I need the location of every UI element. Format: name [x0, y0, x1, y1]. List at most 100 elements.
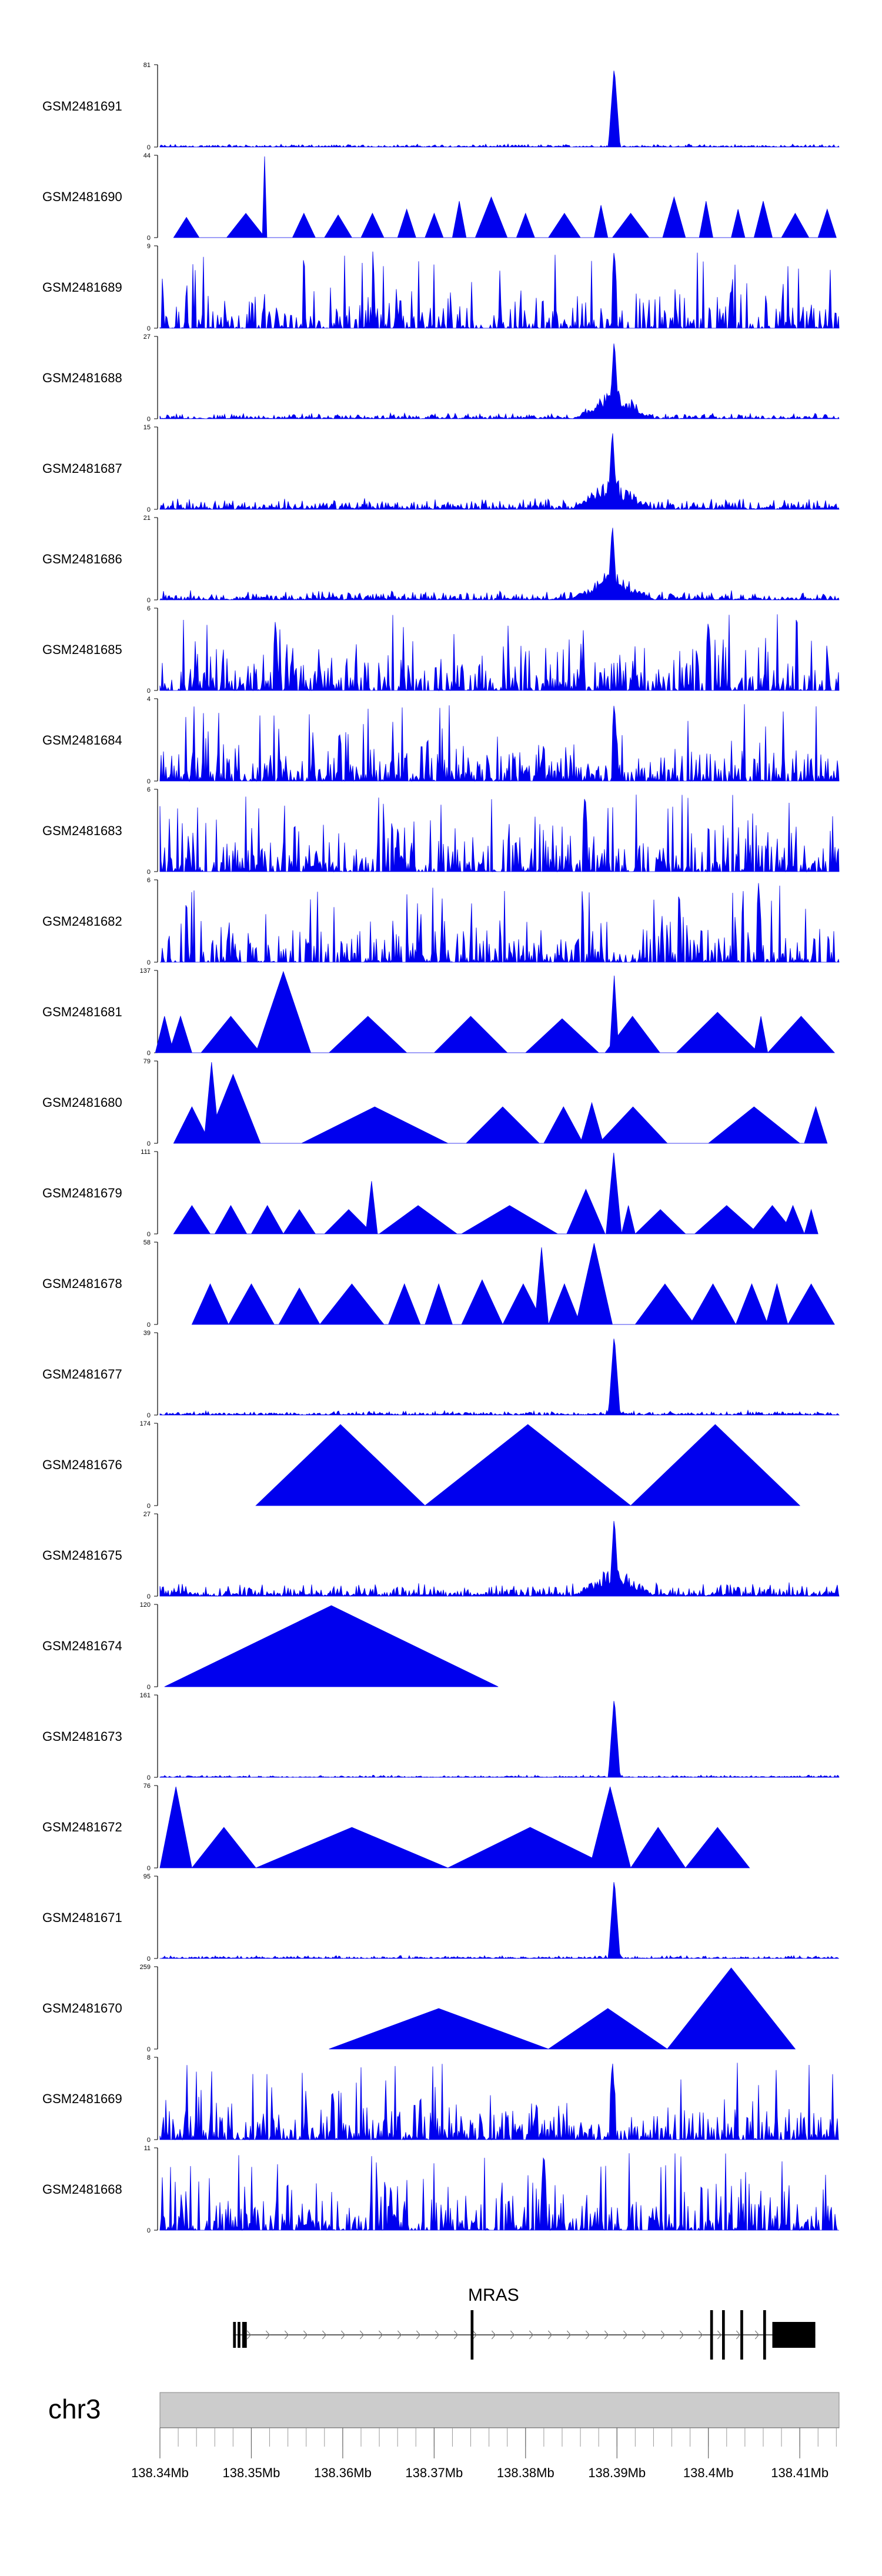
track-label: GSM2481668 — [42, 2182, 122, 2197]
strand-arrow — [397, 2330, 402, 2340]
track-ymin-label: 0 — [147, 1050, 151, 1057]
coverage-area — [159, 251, 840, 329]
track-GSM2481687: GSM2481687 15 0 — [42, 424, 840, 513]
track-label: GSM2481684 — [42, 733, 122, 748]
track-label: GSM2481681 — [42, 1005, 122, 1019]
track-ymin-label: 0 — [147, 1865, 151, 1872]
track-GSM2481672: GSM2481672 76 0 — [42, 1783, 750, 1872]
track-label: GSM2481685 — [42, 642, 122, 657]
track-ymax-label: 6 — [147, 877, 151, 884]
gene-exon — [710, 2310, 713, 2360]
tick-label: 138.38Mb — [497, 2465, 554, 2480]
strand-arrow — [303, 2330, 308, 2340]
coverage-area — [159, 71, 840, 148]
gene-exon — [242, 2322, 247, 2348]
track-GSM2481685: GSM2481685 6 0 — [42, 605, 840, 695]
track-ymax-label: 11 — [144, 2145, 151, 2152]
track-label: GSM2481675 — [42, 1548, 122, 1563]
track-GSM2481673: GSM2481673 161 0 — [42, 1692, 840, 1781]
track-ymax-label: 39 — [143, 1330, 151, 1337]
gene-exon — [740, 2310, 743, 2360]
strand-arrow — [322, 2330, 327, 2340]
track-label: GSM2481688 — [42, 371, 122, 385]
coverage-area — [155, 970, 836, 1053]
strand-arrow — [585, 2330, 590, 2340]
track-ymin-label: 0 — [147, 959, 151, 966]
coverage-area — [159, 2063, 839, 2141]
track-GSM2481689: GSM2481689 9 0 — [42, 243, 840, 332]
track-label: GSM2481677 — [42, 1367, 122, 1382]
strand-arrow — [698, 2330, 703, 2340]
strand-arrow — [660, 2330, 666, 2340]
track-label: GSM2481674 — [42, 1639, 122, 1653]
strand-arrow — [435, 2330, 440, 2340]
track-GSM2481690: GSM2481690 44 0 — [42, 152, 837, 242]
track-GSM2481683: GSM2481683 6 0 — [42, 786, 840, 876]
tick-label: 138.36Mb — [314, 2465, 372, 2480]
strand-arrow — [340, 2330, 346, 2340]
track-GSM2481668: GSM2481668 11 0 — [42, 2145, 839, 2234]
track-GSM2481674: GSM2481674 120 0 — [42, 1601, 499, 1691]
track-ymax-label: 137 — [140, 967, 151, 975]
track-ymax-label: 95 — [143, 1873, 151, 1880]
coverage-area — [159, 433, 840, 510]
strand-arrow — [491, 2330, 496, 2340]
coverage-area — [159, 528, 840, 601]
track-ymin-label: 0 — [147, 1956, 151, 1963]
track-ymin-label: 0 — [147, 325, 151, 332]
track-GSM2481670: GSM2481670 259 0 — [42, 1964, 796, 2053]
coverage-area — [159, 2153, 839, 2231]
coverage-tracks: GSM2481691810GSM2481690440GSM248168990GS… — [42, 62, 840, 2234]
track-ymax-label: 44 — [143, 152, 151, 159]
coverage-area — [255, 1424, 801, 1506]
strand-arrow — [717, 2330, 722, 2340]
track-ymax-label: 4 — [147, 696, 151, 703]
track-ymin-label: 0 — [147, 1412, 151, 1419]
strand-arrow — [566, 2330, 572, 2340]
track-label: GSM2481678 — [42, 1276, 122, 1291]
strand-arrow — [265, 2330, 270, 2340]
track-ymax-label: 27 — [143, 1511, 151, 1518]
track-ymax-label: 79 — [143, 1058, 151, 1065]
coverage-area — [191, 1243, 835, 1325]
track-ymax-label: 8 — [147, 2054, 151, 2061]
track-ymin-label: 0 — [147, 869, 151, 876]
coverage-area — [159, 614, 840, 692]
coverage-area — [159, 704, 840, 782]
track-ymin-label: 0 — [147, 597, 151, 604]
tick-label: 138.4Mb — [683, 2465, 734, 2480]
track-ymax-label: 259 — [140, 1964, 151, 1971]
track-label: GSM2481687 — [42, 461, 122, 476]
track-GSM2481678: GSM2481678 58 0 — [42, 1239, 835, 1329]
strand-arrow — [416, 2330, 421, 2340]
track-GSM2481681: GSM2481681 137 0 — [42, 967, 836, 1057]
track-ymax-label: 81 — [143, 62, 151, 69]
track-GSM2481691: GSM2481691 81 0 — [42, 62, 840, 151]
track-label: GSM2481686 — [42, 552, 122, 566]
coverage-area — [159, 1882, 840, 1959]
gene-exon — [238, 2322, 240, 2348]
track-label: GSM2481691 — [42, 99, 122, 114]
track-ymin-label: 0 — [147, 506, 151, 513]
strand-arrow — [378, 2330, 383, 2340]
gene-exon — [233, 2322, 236, 2348]
track-ymin-label: 0 — [147, 778, 151, 785]
track-GSM2481676: GSM2481676 174 0 — [42, 1420, 801, 1510]
strand-arrow — [623, 2330, 628, 2340]
coverage-area — [159, 1339, 840, 1416]
tick-label: 138.37Mb — [405, 2465, 463, 2480]
gene-track: MRAS — [233, 2285, 816, 2360]
track-label: GSM2481689 — [42, 280, 122, 295]
track-ymin-label: 0 — [147, 1322, 151, 1329]
track-ymax-label: 174 — [140, 1420, 151, 1427]
track-GSM2481671: GSM2481671 95 0 — [42, 1873, 840, 1963]
track-ymax-label: 6 — [147, 786, 151, 793]
tick-label: 138.35Mb — [223, 2465, 280, 2480]
tick-label: 138.39Mb — [588, 2465, 646, 2480]
track-ymin-label: 0 — [147, 1503, 151, 1510]
track-GSM2481677: GSM2481677 39 0 — [42, 1330, 840, 1419]
chromosome-ideogram: chr3 — [48, 2392, 840, 2428]
track-GSM2481684: GSM2481684 4 0 — [42, 696, 840, 785]
gene-exon — [470, 2310, 474, 2360]
track-GSM2481682: GSM2481682 6 0 — [42, 877, 840, 966]
